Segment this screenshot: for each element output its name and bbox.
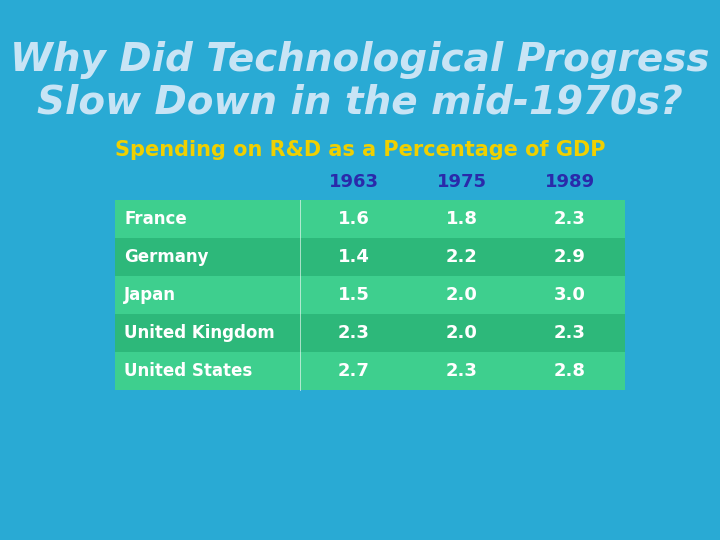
Text: United States: United States <box>124 362 252 380</box>
Text: 2.3: 2.3 <box>554 324 586 342</box>
Text: 1.8: 1.8 <box>446 210 478 228</box>
Text: 2.0: 2.0 <box>446 324 478 342</box>
Text: 2.0: 2.0 <box>446 286 478 304</box>
Text: 3.0: 3.0 <box>554 286 586 304</box>
Text: Why Did Technological Progress: Why Did Technological Progress <box>10 41 710 79</box>
Text: 2.3: 2.3 <box>554 210 586 228</box>
Text: 1.4: 1.4 <box>338 248 370 266</box>
FancyBboxPatch shape <box>115 276 625 314</box>
Text: Spending on R&D as a Percentage of GDP: Spending on R&D as a Percentage of GDP <box>114 140 606 160</box>
Text: Japan: Japan <box>124 286 176 304</box>
Text: 1.5: 1.5 <box>338 286 370 304</box>
Text: 2.7: 2.7 <box>338 362 370 380</box>
FancyBboxPatch shape <box>115 200 625 238</box>
FancyBboxPatch shape <box>115 314 625 352</box>
Text: 1963: 1963 <box>329 173 379 191</box>
Text: Slow Down in the mid-1970s?: Slow Down in the mid-1970s? <box>37 83 683 121</box>
Text: 2.9: 2.9 <box>554 248 586 266</box>
Text: Germany: Germany <box>124 248 209 266</box>
Text: 2.8: 2.8 <box>554 362 586 380</box>
Text: 2.3: 2.3 <box>446 362 478 380</box>
Text: France: France <box>124 210 186 228</box>
FancyBboxPatch shape <box>115 352 625 390</box>
Text: 1989: 1989 <box>545 173 595 191</box>
Text: 1975: 1975 <box>437 173 487 191</box>
Text: 2.3: 2.3 <box>338 324 370 342</box>
Text: United Kingdom: United Kingdom <box>124 324 275 342</box>
FancyBboxPatch shape <box>115 238 625 276</box>
Text: 2.2: 2.2 <box>446 248 478 266</box>
Text: 1.6: 1.6 <box>338 210 370 228</box>
